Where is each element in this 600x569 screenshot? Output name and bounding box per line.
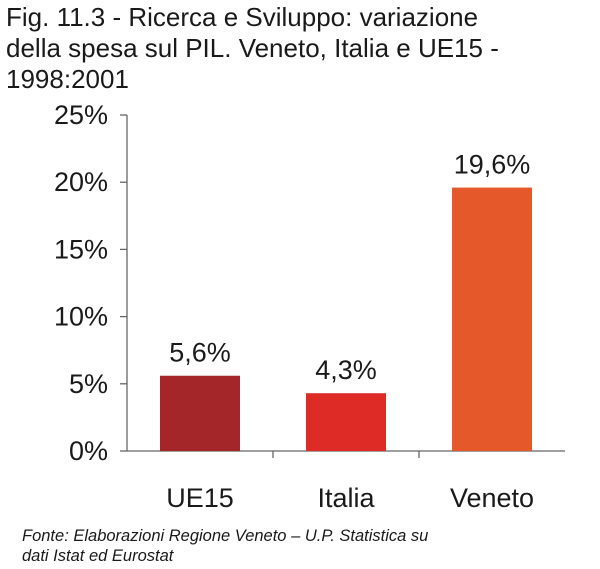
bar-value-labels: 5,6% 4,3% 19,6% bbox=[169, 150, 530, 386]
chart-title-line-3: 1998:2001 bbox=[6, 64, 129, 94]
x-tick-label: UE15 bbox=[166, 483, 234, 513]
y-tick-label: 10% bbox=[54, 302, 108, 332]
bar-veneto bbox=[452, 187, 532, 452]
x-tick-label: Italia bbox=[317, 483, 375, 513]
source-note-line-1: Fonte: Elaborazioni Regione Veneto – U.P… bbox=[22, 527, 429, 545]
y-tick-label: 0% bbox=[69, 436, 108, 466]
bars bbox=[160, 187, 532, 452]
y-tick-label: 20% bbox=[54, 167, 108, 197]
chart-title: Fig. 11.3 - Ricerca e Sviluppo: variazio… bbox=[6, 2, 598, 95]
bar-value-label: 5,6% bbox=[169, 338, 231, 368]
bar-italia bbox=[306, 393, 386, 451]
x-axis: UE15 Italia Veneto bbox=[127, 450, 565, 513]
source-note-line-2: dati Istat ed Eurostat bbox=[22, 547, 174, 565]
y-tick-label: 5% bbox=[69, 369, 108, 399]
source-note: Fonte: Elaborazioni Regione Veneto – U.P… bbox=[22, 526, 592, 566]
chart-title-line-2: della spesa sul PIL. Veneto, Italia e UE… bbox=[6, 33, 499, 63]
bar-value-label: 4,3% bbox=[315, 355, 377, 385]
y-tick-label: 15% bbox=[54, 234, 108, 264]
y-axis: 0% 5% 10% 15% 20% 25% bbox=[54, 100, 128, 466]
bar-value-label: 19,6% bbox=[454, 150, 531, 180]
chart-title-line-1: Fig. 11.3 - Ricerca e Sviluppo: variazio… bbox=[6, 2, 479, 32]
y-tick-label: 25% bbox=[54, 100, 108, 130]
x-tick-label: Veneto bbox=[450, 483, 534, 513]
bar-ue15 bbox=[160, 375, 240, 451]
